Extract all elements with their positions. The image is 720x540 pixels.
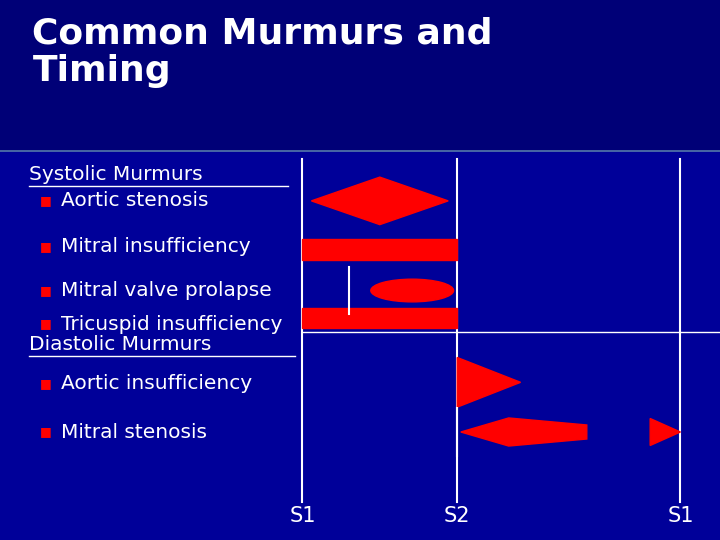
Text: Mitral valve prolapse: Mitral valve prolapse	[61, 281, 272, 300]
Text: Tricuspid insufficiency: Tricuspid insufficiency	[61, 314, 282, 334]
Bar	[302, 239, 457, 260]
Text: Systolic Murmurs: Systolic Murmurs	[29, 165, 202, 184]
Polygon shape	[650, 418, 680, 445]
Polygon shape	[457, 357, 521, 407]
Text: S1: S1	[289, 507, 315, 526]
Polygon shape	[311, 177, 448, 225]
Text: Mitral stenosis: Mitral stenosis	[61, 422, 207, 442]
Bar	[0, 0, 720, 151]
Text: ■: ■	[40, 377, 51, 390]
Ellipse shape	[371, 279, 454, 302]
Polygon shape	[461, 418, 587, 446]
Text: ■: ■	[40, 284, 51, 297]
Text: ■: ■	[40, 194, 51, 207]
Text: Aortic stenosis: Aortic stenosis	[61, 191, 209, 211]
Text: ■: ■	[40, 426, 51, 438]
Text: ■: ■	[40, 318, 51, 330]
Text: S2: S2	[444, 507, 470, 526]
Text: Diastolic Murmurs: Diastolic Murmurs	[29, 335, 211, 354]
Text: Aortic insufficiency: Aortic insufficiency	[61, 374, 252, 393]
Bar	[302, 308, 457, 328]
Text: Mitral insufficiency: Mitral insufficiency	[61, 237, 251, 256]
Text: ■: ■	[40, 240, 51, 253]
Text: S1: S1	[667, 507, 693, 526]
Text: Common Murmurs and
Timing: Common Murmurs and Timing	[32, 16, 493, 88]
